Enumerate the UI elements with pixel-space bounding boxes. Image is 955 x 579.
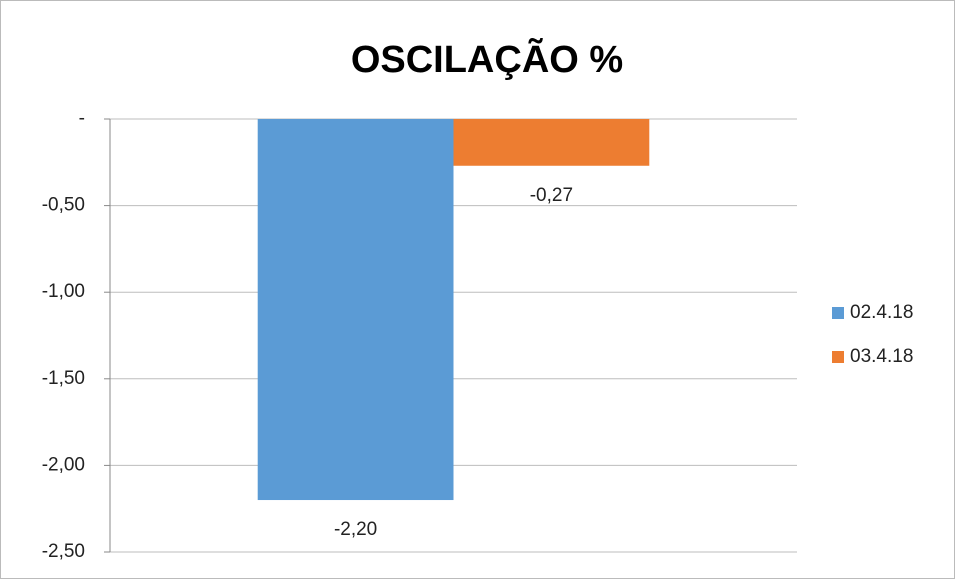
legend-label: 03.4.18 [850, 346, 913, 367]
legend-swatch [832, 351, 844, 363]
y-tick-label: -1,00 [42, 281, 85, 302]
y-tick-label: -2,50 [42, 541, 85, 562]
bar [257, 119, 454, 501]
legend-label: 02.4.18 [850, 302, 913, 323]
y-tick-label: -1,50 [42, 368, 85, 389]
bar [453, 119, 650, 166]
data-label: -2,20 [334, 519, 377, 540]
y-tick-label: -2,00 [42, 454, 85, 475]
chart-title: OSCILAÇÃO % [351, 37, 623, 81]
data-label: -0,27 [530, 185, 573, 206]
legend-swatch [832, 307, 844, 319]
y-tick-label: - [79, 108, 85, 129]
y-tick-label: -0,50 [42, 195, 85, 216]
